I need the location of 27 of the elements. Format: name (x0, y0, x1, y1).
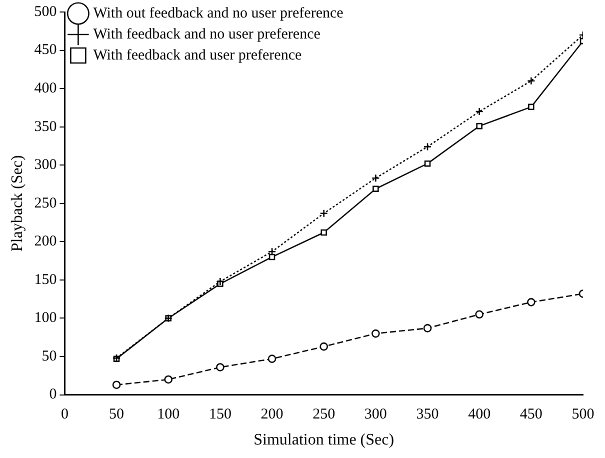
y-tick-label: 150 (34, 272, 57, 288)
legend-label: With out feedback and no user preference (93, 5, 344, 22)
y-tick-label: 50 (42, 348, 57, 364)
y-tick-label: 200 (34, 234, 57, 250)
x-tick-label: 300 (364, 406, 387, 423)
y-tick-label: 250 (34, 195, 57, 212)
y-tick-label: 350 (34, 118, 57, 135)
x-tick-label: 200 (260, 406, 284, 423)
y-tick-label: 300 (34, 157, 57, 174)
x-tick-label: 250 (312, 406, 336, 423)
x-tick-label: 350 (416, 406, 439, 423)
x-tick-label: 450 (520, 406, 542, 423)
y-tick-label: 100 (34, 310, 57, 326)
legend-label: With feedback and user preference (93, 47, 302, 64)
x-tick-label: 100 (157, 406, 180, 423)
x-axis-title: Simulation time (Sec) (254, 432, 394, 449)
x-tick-label: 400 (468, 406, 491, 423)
y-tick-label: 0 (49, 386, 57, 403)
x-tick-label: 150 (208, 406, 232, 423)
y-tick-label: 400 (34, 80, 57, 96)
y-tick-label: 450 (34, 42, 57, 58)
y-tick-label: 500 (34, 4, 57, 20)
x-tick-label: 0 (60, 406, 68, 423)
y-axis-title: Playback (Sec) (8, 155, 26, 252)
x-tick-label: 50 (109, 406, 124, 423)
legend-label: With feedback and no user preference (93, 26, 321, 42)
x-tick-label: 500 (572, 406, 594, 423)
